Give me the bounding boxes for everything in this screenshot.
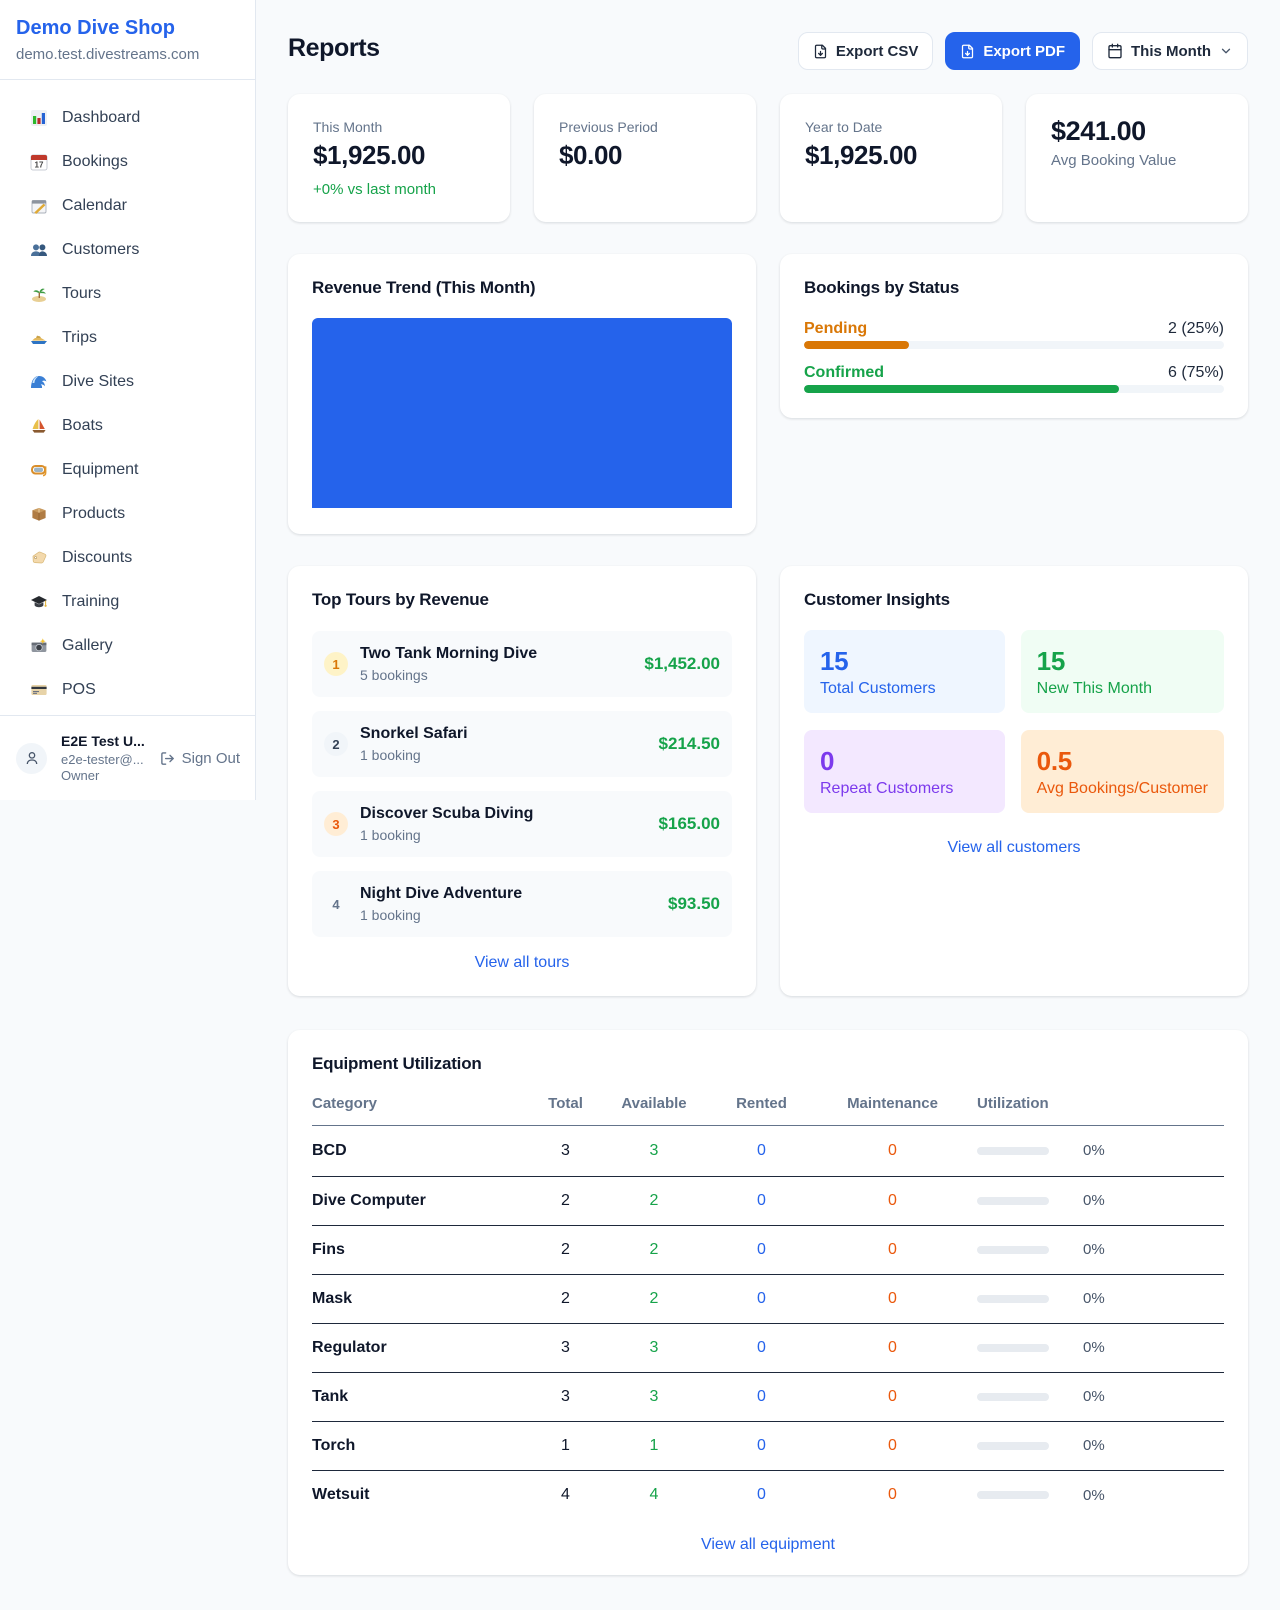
svg-text:17: 17 [35,161,44,170]
